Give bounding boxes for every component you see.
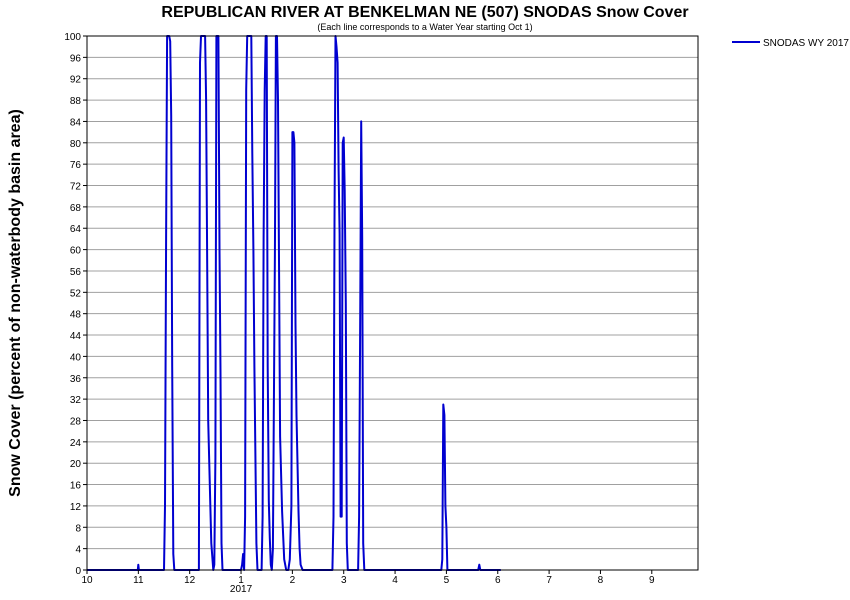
x-tick-label: 3 — [341, 575, 347, 586]
y-tick-label: 52 — [70, 288, 82, 299]
y-tick-label: 0 — [75, 566, 81, 577]
series-line-wy2017 — [87, 35, 501, 571]
y-tick-label: 76 — [70, 160, 82, 171]
y-tick-label: 40 — [70, 352, 82, 363]
x-tick-label: 6 — [495, 575, 501, 586]
grid-lines — [87, 56, 698, 550]
y-tick-label: 96 — [70, 53, 82, 64]
legend-label-wy2017: SNODAS WY 2017 — [763, 38, 849, 49]
y-tick-label: 80 — [70, 139, 82, 150]
y-tick-label: 72 — [70, 182, 82, 193]
x-tick-label: 11 — [133, 575, 144, 586]
y-tick-label: 20 — [70, 459, 82, 470]
plot-area-frame — [86, 35, 699, 571]
x-tick-label: 12 — [184, 575, 196, 586]
y-tick-label: 48 — [70, 310, 82, 321]
y-tick-label: 32 — [70, 395, 82, 406]
y-tick-label: 84 — [70, 117, 82, 128]
chart-subtitle: (Each line corresponds to a Water Year s… — [317, 22, 532, 32]
y-tick-label: 60 — [70, 246, 82, 257]
chart-title: REPUBLICAN RIVER AT BENKELMAN NE (507) S… — [161, 4, 688, 21]
x-year-label: 2017 — [230, 584, 253, 595]
y-tick-label: 36 — [70, 374, 82, 385]
x-tick-label: 9 — [649, 575, 655, 586]
y-tick-label: 12 — [70, 502, 82, 513]
y-tick-label: 8 — [75, 523, 81, 534]
y-tick-label: 16 — [70, 481, 82, 492]
y-tick-label: 4 — [75, 545, 81, 556]
y-tick-label: 28 — [70, 416, 82, 427]
y-tick-label: 44 — [70, 331, 82, 342]
y-tick-label: 24 — [70, 438, 82, 449]
y-tick-label: 88 — [70, 96, 82, 107]
y-tick-label: 100 — [64, 32, 81, 43]
x-tick-label: 2 — [290, 575, 296, 586]
y-tick-label: 92 — [70, 75, 82, 86]
y-tick-label: 64 — [70, 224, 82, 235]
series-layer — [87, 35, 501, 571]
y-axis-label: Snow Cover (percent of non-waterbody bas… — [7, 109, 24, 497]
y-axis-ticks: 0481216202428323640444852566064687276808… — [64, 32, 87, 577]
y-tick-label: 56 — [70, 267, 82, 278]
y-tick-label: 68 — [70, 203, 82, 214]
x-tick-label: 7 — [546, 575, 552, 586]
x-tick-label: 8 — [598, 575, 604, 586]
x-tick-label: 1 — [238, 575, 244, 586]
x-tick-label: 10 — [81, 575, 93, 586]
x-tick-label: 4 — [392, 575, 398, 586]
legend: SNODAS WY 2017 — [732, 38, 849, 49]
x-tick-label: 5 — [444, 575, 450, 586]
